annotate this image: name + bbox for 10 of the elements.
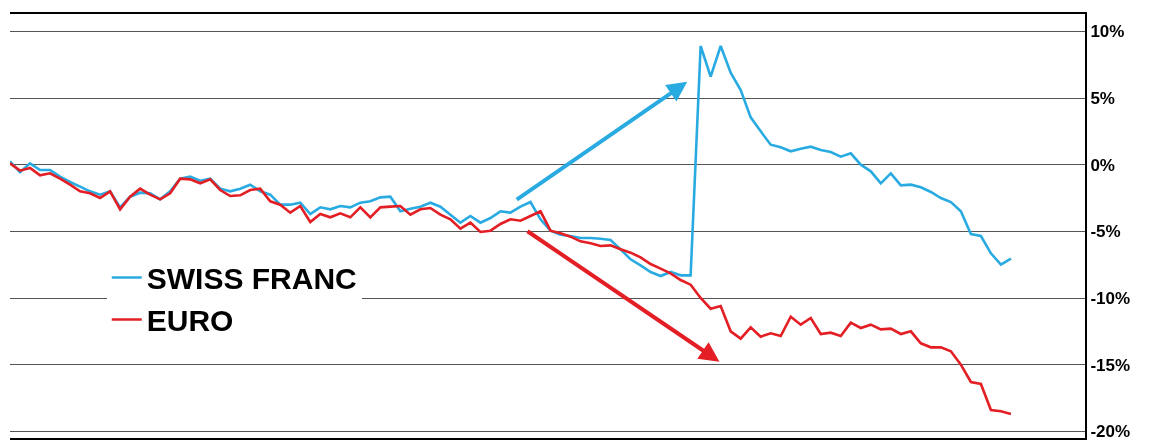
y-tick-label: 5% [1090,88,1115,108]
y-tick-label: -10% [1090,288,1131,308]
y-tick-label: 10% [1090,22,1125,42]
line-series [10,162,1013,416]
y-tick-label: -15% [1090,355,1131,375]
y-tick-label: -20% [1090,422,1131,442]
y-tick-label: -5% [1090,222,1121,242]
legend-label: EURO [146,304,234,338]
legend-label: SWISS FRANC [146,262,357,296]
y-tick-label: 0% [1090,155,1115,175]
